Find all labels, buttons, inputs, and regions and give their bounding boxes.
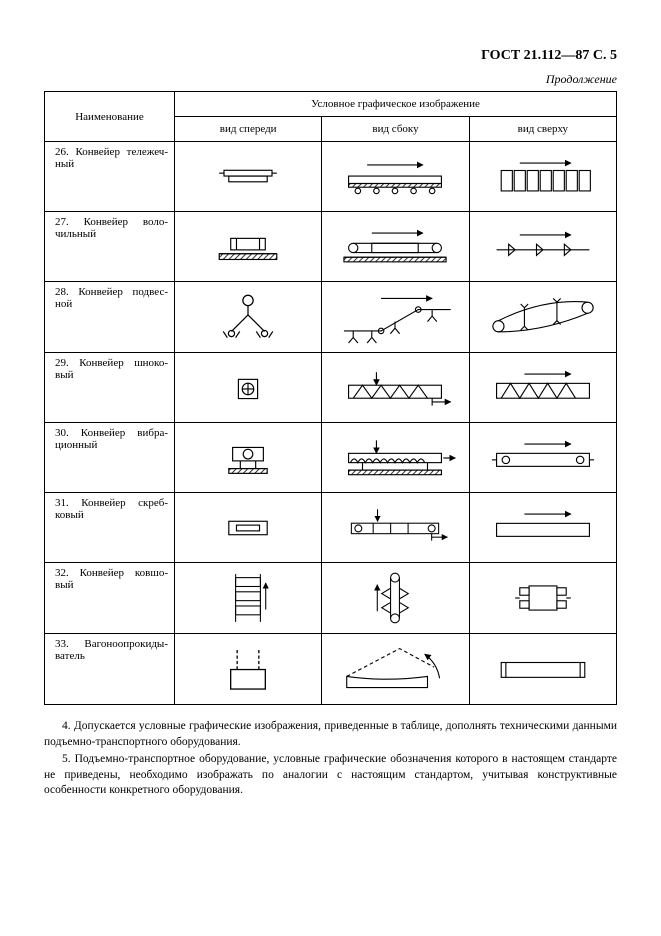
symbol-cell [175,423,322,493]
symbol-cell [175,493,322,563]
symbol-cell [469,353,616,423]
symbol-cell [175,142,322,212]
symbol-cell [469,563,616,634]
symbol-cell [469,212,616,282]
symbols-table: Наименование Условное графическое изобра… [44,91,617,705]
symbol-cell [322,142,469,212]
symbol-cell [175,634,322,705]
symbol-cell [322,493,469,563]
symbol-cell [469,423,616,493]
row-name: 31. Конвейер скреб-ковый [45,493,175,563]
row-name: 33. Вагоноопрокиды-ватель [45,634,175,705]
table-row: 29. Конвейер шноко-вый [45,353,617,423]
symbol-cell [322,212,469,282]
continuation-label: Продолжение [44,72,617,87]
symbol-cell [469,493,616,563]
table-row: 31. Конвейер скреб-ковый [45,493,617,563]
notes-block: 4. Допускается условные графические изоб… [44,719,617,799]
symbol-cell [175,282,322,353]
page-header-code: ГОСТ 21.112—87 С. 5 [44,48,617,64]
row-name: 26. Конвейер тележеч-ный [45,142,175,212]
col-sub-1: вид сбоку [322,117,469,142]
row-name: 27. Конвейер воло-чильный [45,212,175,282]
row-name: 29. Конвейер шноко-вый [45,353,175,423]
symbol-cell [469,282,616,353]
table-row: 33. Вагоноопрокиды-ватель [45,634,617,705]
symbol-cell [469,634,616,705]
symbol-cell [175,212,322,282]
table-row: 27. Конвейер воло-чильный [45,212,617,282]
col-name-header: Наименование [45,92,175,142]
table-row: 26. Конвейер тележеч-ный [45,142,617,212]
note-5: 5. Подъемно-транспортное оборудование, у… [44,752,617,799]
symbol-cell [322,423,469,493]
col-sub-2: вид сверху [469,117,616,142]
symbol-cell [175,563,322,634]
symbol-cell [322,563,469,634]
table-row: 32. Конвейер ковшо-вый [45,563,617,634]
symbol-cell [322,282,469,353]
symbol-cell [322,634,469,705]
symbol-cell [322,353,469,423]
col-group-header: Условное графическое изображение [175,92,617,117]
row-name: 28. Конвейер подвес-ной [45,282,175,353]
table-row: 28. Конвейер подвес-ной [45,282,617,353]
symbol-cell [175,353,322,423]
row-name: 32. Конвейер ковшо-вый [45,563,175,634]
table-row: 30. Конвейер вибра-ционный [45,423,617,493]
col-sub-0: вид спереди [175,117,322,142]
symbol-cell [469,142,616,212]
note-4: 4. Допускается условные графические изоб… [44,719,617,750]
row-name: 30. Конвейер вибра-ционный [45,423,175,493]
